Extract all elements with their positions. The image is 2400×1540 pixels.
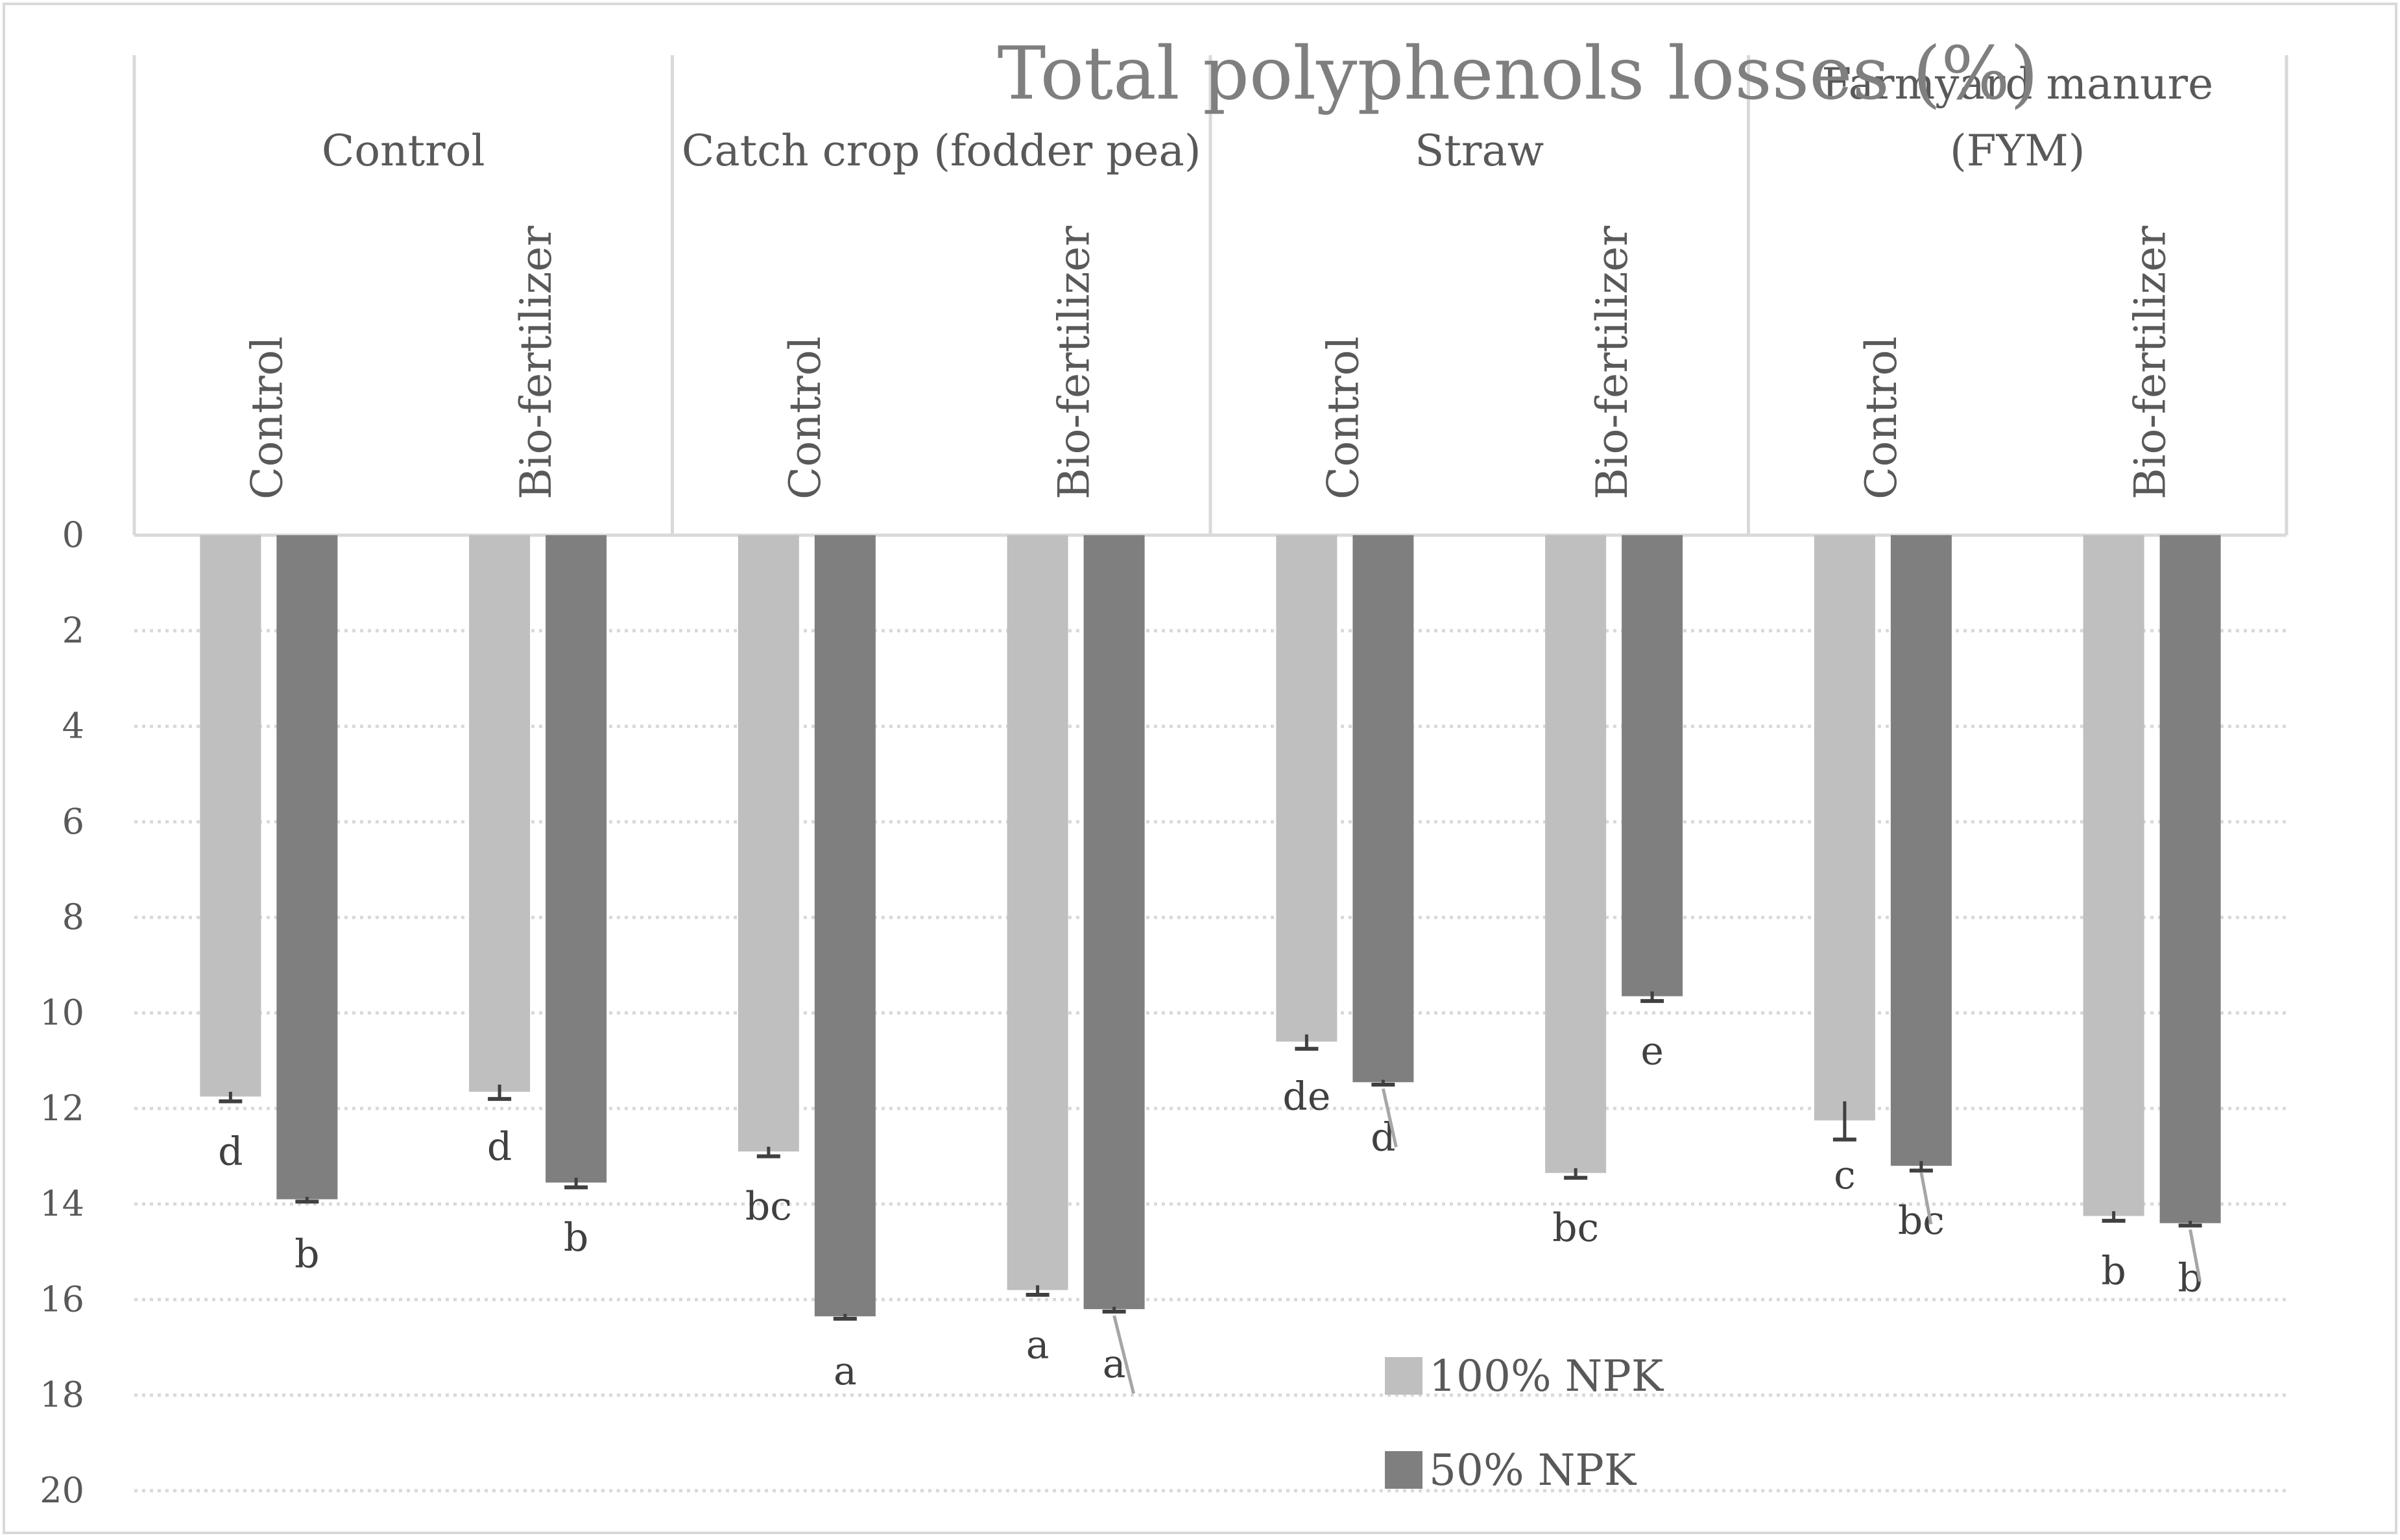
leader-line-5 <box>1381 1088 1398 1148</box>
bar-100npk-2 <box>469 535 531 1092</box>
bar-50npk-6 <box>1622 535 1683 996</box>
significance-label-100npk-3: bc <box>745 1184 792 1229</box>
y-tick-label-18: 18 <box>40 1375 84 1415</box>
y-tick-label-20: 20 <box>40 1470 84 1511</box>
significance-label-100npk-1: d <box>218 1129 243 1174</box>
bar-100npk-3 <box>738 535 799 1152</box>
significance-label-100npk-8: b <box>2101 1249 2126 1294</box>
significance-label-100npk-4: a <box>1026 1323 1050 1368</box>
bar-100npk-5 <box>1276 535 1338 1042</box>
subcategory-label-1-1: Control <box>242 336 292 499</box>
bar-100npk-1 <box>200 535 261 1097</box>
legend-label-50npk: 50% NPK <box>1429 1445 1637 1495</box>
group-label-3: Straw <box>1415 126 1544 176</box>
y-tick-label-14: 14 <box>40 1183 84 1224</box>
subcategory-label-1-2: Bio-fertilizer <box>511 226 561 499</box>
bar-100npk-6 <box>1545 535 1607 1173</box>
significance-label-100npk-6: bc <box>1552 1205 1599 1251</box>
bar-100npk-7 <box>1814 535 1875 1121</box>
leader-line-8 <box>2189 1229 2202 1282</box>
group-label-2: Catch crop (fodder pea) <box>682 126 1201 176</box>
significance-label-50npk-7: bc <box>1898 1198 1945 1244</box>
bar-50npk-4 <box>1083 535 1145 1310</box>
y-tick-label-6: 6 <box>62 801 84 842</box>
significance-label-100npk-5: de <box>1282 1074 1330 1120</box>
bar-50npk-2 <box>546 535 607 1183</box>
subcategory-label-3-2: Bio-fertilizer <box>1587 226 1637 499</box>
bar-50npk-3 <box>814 535 876 1317</box>
significance-label-50npk-3: a <box>834 1349 857 1394</box>
significance-label-50npk-1: b <box>294 1232 319 1277</box>
y-tick-label-10: 10 <box>40 993 84 1033</box>
legend-swatch-50npk <box>1385 1451 1422 1489</box>
y-tick-label-4: 4 <box>62 706 84 747</box>
significance-label-50npk-2: b <box>564 1215 588 1260</box>
subcategory-label-4-2: Bio-fertilizer <box>2126 226 2176 499</box>
bar-100npk-4 <box>1007 535 1068 1290</box>
chart-title: Total polyphenols losses (%) <box>998 32 2039 116</box>
legend-swatch-100npk <box>1385 1357 1422 1395</box>
significance-label-50npk-6: e <box>1640 1029 1664 1074</box>
bar-50npk-5 <box>1352 535 1414 1083</box>
subcategory-label-3-1: Control <box>1318 336 1368 499</box>
chart-frame <box>3 3 2397 1534</box>
group-label-1: Control <box>322 126 485 176</box>
bar-50npk-8 <box>2159 535 2221 1223</box>
leader-line-4 <box>1112 1315 1136 1394</box>
bar-50npk-1 <box>276 535 338 1199</box>
significance-label-100npk-2: d <box>487 1124 512 1170</box>
y-tick-label-2: 2 <box>62 610 84 651</box>
bar-100npk-8 <box>2083 535 2144 1216</box>
y-tick-label-12: 12 <box>40 1088 84 1129</box>
legend-label-100npk: 100% NPK <box>1429 1351 1664 1401</box>
significance-label-100npk-7: c <box>1834 1153 1856 1198</box>
y-tick-label-0: 0 <box>62 514 84 555</box>
bar-50npk-7 <box>1890 535 1952 1166</box>
subcategory-label-2-1: Control <box>780 336 830 499</box>
y-tick-label-16: 16 <box>40 1279 84 1319</box>
y-tick-label-8: 8 <box>62 896 84 937</box>
leader-line-7 <box>1919 1172 1933 1225</box>
subcategory-label-2-2: Bio-fertilizer <box>1050 226 1099 499</box>
group-label-4: Farmyard manure (FYM) <box>1821 59 2213 176</box>
subcategory-label-4-1: Control <box>1856 336 1906 499</box>
